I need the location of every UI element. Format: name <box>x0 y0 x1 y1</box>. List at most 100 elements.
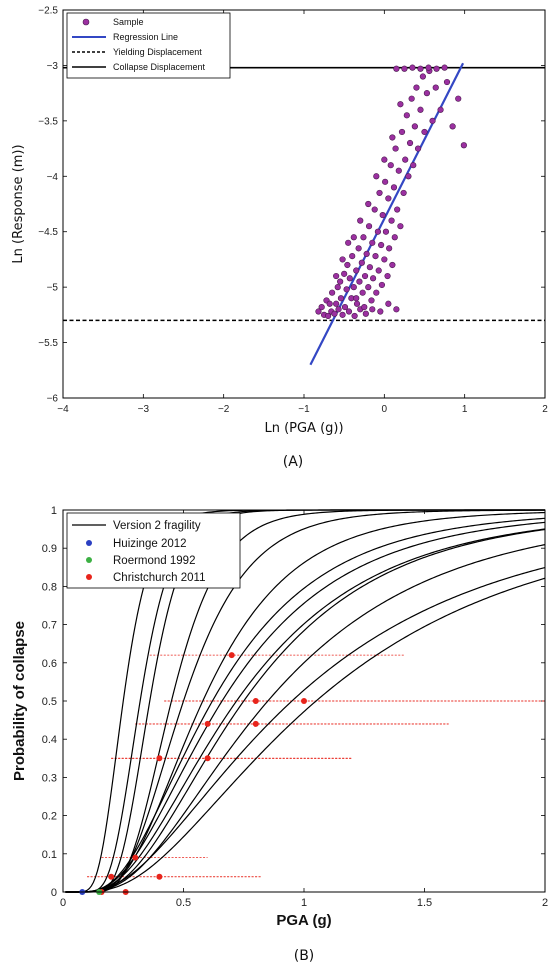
axis-ticks-b: 0 0.5 1 1.5 2 0 0.1 0.2 0.3 0.4 0.5 0.6 0.7 0.8 0.9 1 <box>42 505 548 909</box>
x-tick-label-b: 2 <box>542 897 548 909</box>
sample-point <box>433 65 440 72</box>
christchurch-point <box>132 854 139 861</box>
sample-point <box>384 272 391 280</box>
sample-point <box>345 239 352 246</box>
sample-point <box>361 272 369 280</box>
fragility-curve <box>65 528 546 893</box>
axis-ticks-a: −4 −3 −2 −1 0 1 2 −2.5 −3 −3.5 −4 −4.5 −5 −5.5 −6 <box>38 6 548 416</box>
sample-point <box>365 200 372 208</box>
sample-point <box>410 162 417 169</box>
panel-a: −4 −3 −2 −1 0 1 2 −2.5 −3 −3.5 −4 −4.5 −5 −5.5 −6 Samp… <box>11 6 548 471</box>
y-tick-label-a: −6 <box>47 394 59 405</box>
sample-point <box>337 278 344 285</box>
y-tick-label-b: 0.4 <box>42 734 57 746</box>
fragility-curve <box>65 517 546 893</box>
sample-point <box>371 206 378 213</box>
legend-yield-label: Yielding Displacement <box>113 47 202 57</box>
y-tick-label-a: −5.5 <box>38 338 58 349</box>
legend-fragility-label: Version 2 fragility <box>113 520 201 532</box>
sample-point <box>443 78 451 86</box>
y-tick-label-a: −2.5 <box>38 6 58 17</box>
x-tick-label-b: 0.5 <box>176 897 191 909</box>
sample-point <box>356 278 363 285</box>
legend-roermond-label: Roermond 1992 <box>113 555 195 567</box>
y-tick-label-a: −4 <box>47 172 59 183</box>
sample-point <box>339 256 346 263</box>
x-axis-label-b: PGA (g) <box>276 912 331 929</box>
sample-point <box>417 106 424 113</box>
sample-point <box>363 250 370 257</box>
sample-point <box>333 300 340 307</box>
christchurch-point <box>252 720 259 727</box>
sample-point <box>357 217 364 224</box>
panel-b: 0 0.5 1 1.5 2 0 0.1 0.2 0.3 0.4 0.5 0.6 0.7 0.8 0.9 1 V… <box>11 505 548 964</box>
fragility-curve <box>65 577 546 893</box>
sample-point <box>403 112 410 119</box>
sample-point <box>382 228 390 235</box>
sample-point <box>350 284 357 291</box>
x-tick-label-a: 1 <box>462 404 468 415</box>
y-tick-label-a: −3.5 <box>38 116 58 127</box>
y-axis-label-a: Ln (Response (m)) <box>11 144 26 263</box>
sample-point <box>353 300 361 307</box>
sample-point <box>406 139 414 147</box>
sample-point <box>326 300 333 307</box>
sample-point <box>349 253 356 260</box>
legend-collapse-label: Collapse Displacement <box>113 62 206 72</box>
sample-point <box>365 284 372 291</box>
fragility-curve <box>65 566 546 893</box>
sample-point <box>375 267 382 274</box>
sample-point <box>382 178 389 185</box>
christchurch-point <box>108 873 115 880</box>
legend-regression-label: Regression Line <box>113 32 178 42</box>
observation-points <box>79 652 307 895</box>
y-tick-label-a: −3 <box>47 61 59 72</box>
sample-point <box>374 228 382 235</box>
sample-point <box>344 261 351 269</box>
x-tick-label-a: −2 <box>218 404 230 415</box>
sample-point <box>373 173 380 180</box>
sample-point <box>373 289 380 296</box>
sample-point <box>377 308 384 315</box>
sample-point <box>331 310 338 317</box>
sample-point <box>378 241 385 249</box>
x-tick-label-b: 1 <box>301 897 307 909</box>
y-tick-label-b: 0.9 <box>42 543 57 555</box>
fragility-curve <box>65 509 546 893</box>
sample-point <box>355 245 362 252</box>
legend-sample-label: Sample <box>113 17 144 27</box>
sample-point <box>425 64 432 71</box>
sample-point <box>397 101 404 108</box>
sample-point <box>366 264 373 271</box>
panel-label-a: (A) <box>283 454 304 470</box>
x-tick-label-a: −4 <box>57 404 69 415</box>
sample-point <box>409 64 416 71</box>
legend-christchurch-label: Christchurch 2011 <box>113 572 205 584</box>
sample-point <box>423 90 431 97</box>
x-tick-label-a: 2 <box>542 404 548 415</box>
sample-point <box>333 272 340 280</box>
christchurch-point <box>252 698 259 704</box>
sample-point <box>325 312 332 320</box>
fragility-curve <box>65 511 546 893</box>
sample-point <box>358 259 365 266</box>
sample-point <box>389 261 396 269</box>
sample-point <box>353 267 360 274</box>
sample-point <box>421 128 428 136</box>
sample-point <box>337 295 345 302</box>
panel-label-b: (B) <box>294 948 315 964</box>
sample-point <box>387 162 394 169</box>
sample-point <box>390 184 398 191</box>
sample-point <box>402 156 409 163</box>
legend-christchurch-marker <box>86 574 92 580</box>
sample-point <box>401 65 408 72</box>
sample-point <box>345 308 353 315</box>
y-tick-label-a: −4.5 <box>38 227 58 238</box>
sample-point <box>386 245 393 252</box>
sample-point <box>372 253 379 260</box>
sample-point <box>405 173 412 180</box>
x-tick-label-a: 0 <box>382 404 388 415</box>
y-tick-label-b: 0.8 <box>42 581 57 593</box>
sample-points <box>315 64 467 320</box>
sample-point <box>376 189 383 197</box>
